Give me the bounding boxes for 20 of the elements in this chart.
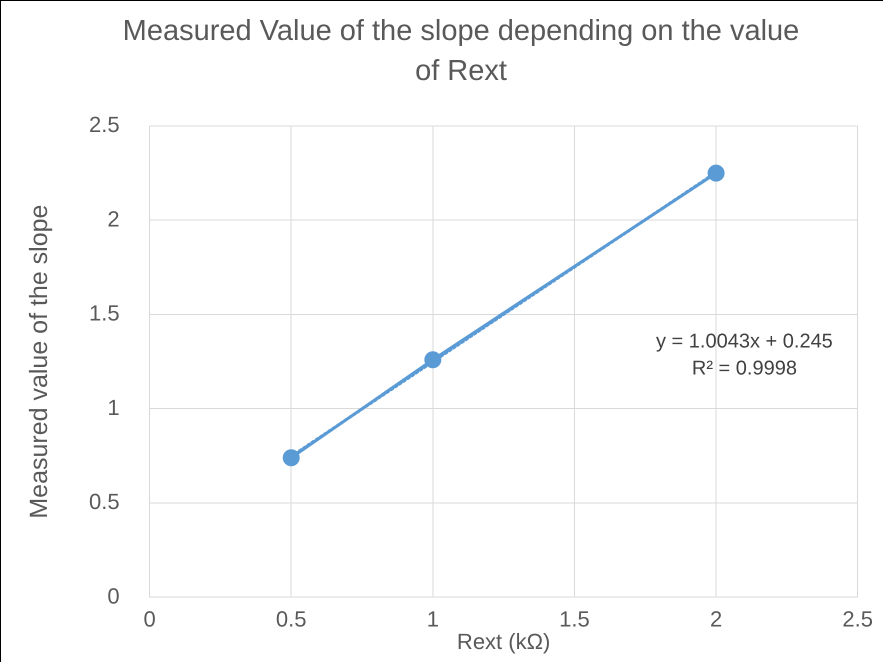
x-tick-label: 0	[143, 606, 156, 632]
x-tick-label: 2	[710, 606, 722, 632]
point	[708, 164, 725, 182]
y-tick-label: 0.5	[88, 489, 120, 514]
y-tick-label: 0	[107, 583, 120, 608]
y-tick-label: 2.5	[88, 112, 120, 138]
chart-title: Measured Value of the slope depending on the value of Rext	[122, 14, 800, 89]
x-tick-label: 0.5	[276, 606, 307, 632]
x-tick-label: 2.5	[842, 606, 874, 632]
x-tick-label: 1.5	[559, 606, 590, 632]
y-tick-label: 1	[107, 394, 120, 420]
annotation: R² = 0.9998	[692, 357, 797, 380]
x-axis-title: Rext (kΩ)	[456, 628, 550, 654]
annotation: y = 1.0043x + 0.245	[656, 330, 833, 352]
y-tick-label: 1.5	[88, 300, 120, 326]
x-tick-label: 1	[426, 606, 439, 632]
y-axis-title: Measured value of the slope	[24, 204, 53, 519]
point	[424, 351, 442, 368]
y-tick-label: 2	[107, 206, 120, 232]
point	[282, 449, 300, 466]
